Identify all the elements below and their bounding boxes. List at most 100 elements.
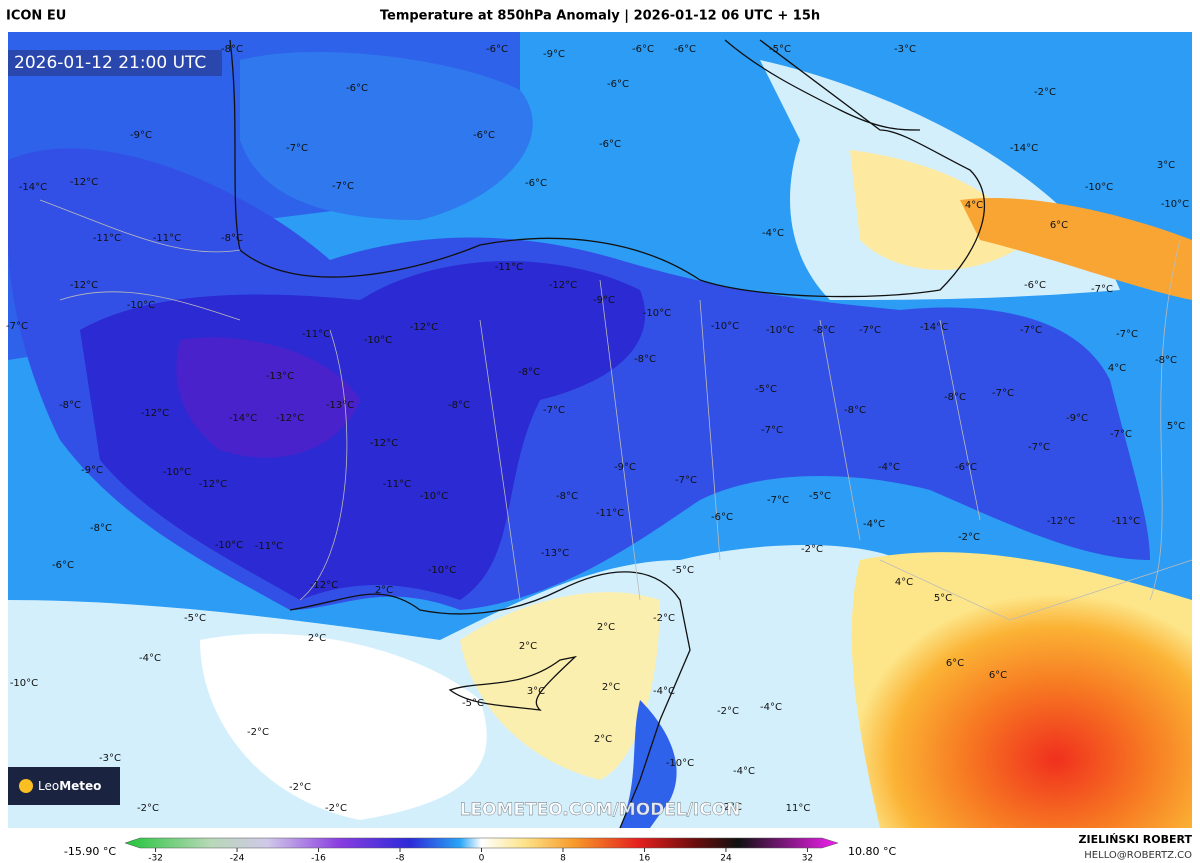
warm-field [960,198,1192,300]
temperature-label: 6°C [1050,220,1068,231]
temperature-label: -8°C [634,354,656,365]
cold-field [620,700,677,828]
colorbar-tick-label: 0 [479,854,485,863]
temperature-label: 11°C [786,803,811,814]
temperature-label: -3°C [99,753,121,764]
temperature-label: -5°C [755,384,777,395]
temperature-label: -2°C [247,727,269,738]
temperature-label: -12°C [70,177,98,188]
temperature-label: -12°C [199,479,227,490]
colorbar-gradient [124,837,839,849]
temperature-label: -6°C [1024,280,1046,291]
temperature-label: -5°C [769,44,791,55]
temperature-label: 2°C [375,585,393,596]
temperature-label: -5°C [462,698,484,709]
temperature-label: -10°C [1161,199,1189,210]
temperature-label: -7°C [286,143,308,154]
temperature-label: -8°C [844,405,866,416]
temperature-label: -14°C [19,182,47,193]
timestamp: 2026-01-12 21:00 UTC [14,53,206,73]
temperature-label: 4°C [965,200,983,211]
warm-field [460,592,660,780]
temperature-label: -11°C [596,508,624,519]
temperature-label: -11°C [255,541,283,552]
credit-email: HELLO@ROBERTZ.CO [1084,850,1192,861]
temperature-label: -4°C [863,519,885,530]
temperature-label: 5°C [1167,421,1185,432]
temperature-label: -7°C [6,321,28,332]
temperature-label: -6°C [525,178,547,189]
temperature-label: -9°C [543,49,565,60]
temperature-label: -8°C [221,44,243,55]
temperature-label: -6°C [632,44,654,55]
temperature-label: -10°C [127,300,155,311]
temperature-label: -11°C [302,329,330,340]
model-name: ICON EU [6,9,66,24]
logo-prefix: Leo [38,779,59,793]
timestamp-box [8,50,222,76]
temperature-label: -14°C [1010,143,1038,154]
temperature-label: -6°C [955,462,977,473]
temperature-label: 2°C [519,641,537,652]
temperature-label: -8°C [90,523,112,534]
temperature-label: 4°C [895,577,913,588]
temperature-label: -8°C [518,367,540,378]
temperature-label: -5°C [184,613,206,624]
temperature-label: -10°C [364,335,392,346]
temperature-label: 2°C [308,633,326,644]
map [8,32,1193,829]
hot-field [851,552,1192,828]
temperature-label: -6°C [711,512,733,523]
temperature-label: -11°C [153,233,181,244]
temperature-label: -12°C [70,280,98,291]
temperature-label: -7°C [675,475,697,486]
temperature-label: -10°C [10,678,38,689]
temperature-label: -8°C [944,392,966,403]
temperature-label: -12°C [1047,516,1075,527]
temperature-label: 2°C [594,734,612,745]
temperature-label: -3°C [894,44,916,55]
temperature-label: -10°C [666,758,694,769]
temperature-label: -7°C [859,325,881,336]
temperature-label: -4°C [139,653,161,664]
temperature-label: 4°C [1108,363,1126,374]
temperature-label: -9°C [1066,413,1088,424]
temperature-label: -7°C [767,495,789,506]
temperature-label: -7°C [1110,429,1132,440]
temperature-label: -2°C [720,802,742,813]
logo-sun [19,779,33,793]
temperature-label: -2°C [717,706,739,717]
colorbar-tick-label: -8 [396,854,405,863]
temperature-label: -12°C [549,280,577,291]
colorbar-tick-label: 32 [802,854,813,863]
logo: LeoMeteo [38,779,101,793]
temperature-label: -11°C [93,233,121,244]
temperature-label: -4°C [760,702,782,713]
temperature-label: -7°C [543,405,565,416]
temperature-label: -2°C [801,544,823,555]
temperature-label: -7°C [1116,329,1138,340]
temperature-label: -6°C [607,79,629,90]
temperature-label: -8°C [556,491,578,502]
temperature-label: -10°C [428,565,456,576]
temperature-label: -7°C [1028,442,1050,453]
colorbar-tick-label: -32 [148,854,163,863]
temperature-label: -8°C [448,400,470,411]
neutral-field [200,633,487,820]
temperature-label: -2°C [653,613,675,624]
temperature-label: -6°C [346,83,368,94]
temperature-label: 3°C [1157,160,1175,171]
colorbar-tick-label: 16 [639,854,651,863]
temperature-label: -4°C [878,462,900,473]
temperature-label: -8°C [1155,355,1177,366]
temperature-label: -12°C [310,580,338,591]
temperature-label: -14°C [229,413,257,424]
temperature-label: -7°C [1091,284,1113,295]
temperature-label: 2°C [602,682,620,693]
sea-field [240,51,533,220]
temperature-label: -9°C [614,462,636,473]
colorbar-tick-label: 8 [560,854,566,863]
coastlines [229,39,986,829]
colorbar-tick-label: -24 [230,854,245,863]
temperature-label: -2°C [289,782,311,793]
